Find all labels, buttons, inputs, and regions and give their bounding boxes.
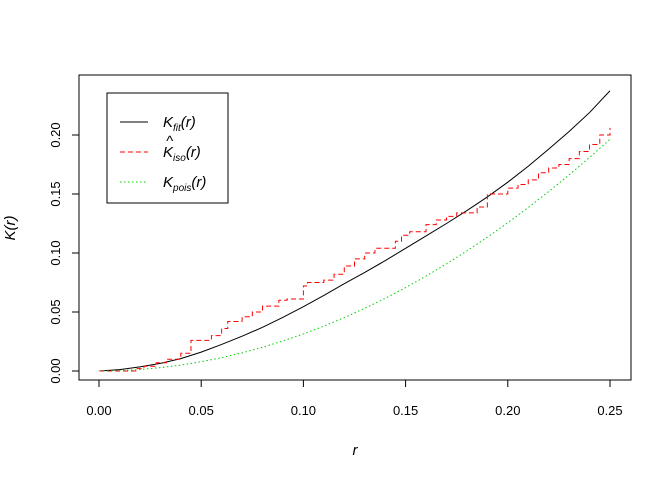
x-tick-label: 0.20 (495, 403, 520, 418)
x-axis-title: r (353, 442, 359, 459)
series-line-0 (98, 90, 611, 372)
x-axis: 0.00 0.05 0.10 0.15 0.20 0.25 (86, 379, 623, 418)
legend-box (106, 92, 229, 204)
legend-hat-1: ^ (166, 133, 174, 150)
legend: Kfit(r) Kiso(r)^ Kpois(r) (106, 92, 229, 204)
series-line-1 (99, 127, 611, 372)
legend-entries: Kfit(r) Kiso(r)^ Kpois(r) (120, 114, 206, 194)
series-line-2 (98, 138, 611, 372)
y-tick-label: 0.05 (48, 299, 63, 324)
y-tick-label: 0.20 (48, 122, 63, 147)
y-tick-label: 0.10 (48, 240, 63, 265)
y-tick-label: 0.15 (48, 181, 63, 206)
x-tick-label: 0.00 (86, 403, 111, 418)
x-tick-label: 0.25 (597, 403, 622, 418)
y-tick-label: 0.00 (48, 358, 63, 383)
y-axis: 0.00 0.05 0.10 0.15 0.20 (48, 122, 80, 384)
series-layer (98, 90, 611, 372)
legend-label-1: Kiso(r) (163, 144, 201, 164)
x-tick-label: 0.15 (393, 403, 418, 418)
x-tick-label: 0.10 (291, 403, 316, 418)
legend-label-2: Kpois(r) (163, 174, 206, 194)
legend-label-0: Kfit(r) (163, 114, 196, 134)
x-tick-label: 0.05 (189, 403, 214, 418)
y-axis-title: K(r) (2, 216, 19, 241)
